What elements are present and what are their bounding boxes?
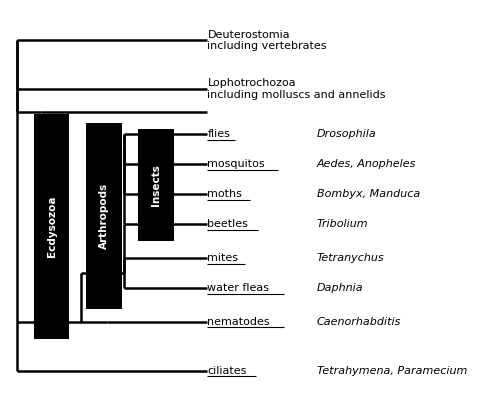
Text: beetles: beetles	[208, 220, 248, 230]
Text: moths: moths	[208, 189, 242, 199]
Bar	[86, 123, 122, 309]
Text: Aedes, Anopheles: Aedes, Anopheles	[317, 159, 416, 169]
Text: Tribolium: Tribolium	[317, 220, 368, 230]
Text: nematodes: nematodes	[208, 317, 270, 327]
Text: ciliates: ciliates	[208, 366, 247, 376]
Bar	[138, 129, 174, 241]
Text: Drosophila: Drosophila	[317, 129, 376, 139]
Text: mites: mites	[208, 253, 238, 263]
Text: Tetranychus: Tetranychus	[317, 253, 384, 263]
Text: Tetrahymena, Paramecium: Tetrahymena, Paramecium	[317, 366, 467, 376]
Text: Deuterostomia
including vertebrates: Deuterostomia including vertebrates	[208, 30, 327, 51]
Text: Insects: Insects	[151, 164, 161, 206]
Text: flies: flies	[208, 129, 231, 139]
Text: Ecdysozoa: Ecdysozoa	[46, 196, 56, 257]
Bar	[34, 114, 70, 339]
Text: Lophotrochozoa
including molluscs and annelids: Lophotrochozoa including molluscs and an…	[208, 78, 386, 100]
Text: water fleas: water fleas	[208, 283, 270, 293]
Text: Caenorhabditis: Caenorhabditis	[317, 317, 401, 327]
Text: Arthropods: Arthropods	[99, 183, 109, 249]
Text: mosquitos: mosquitos	[208, 159, 265, 169]
Text: Bombyx, Manduca: Bombyx, Manduca	[317, 189, 420, 199]
Text: Daphnia: Daphnia	[317, 283, 364, 293]
